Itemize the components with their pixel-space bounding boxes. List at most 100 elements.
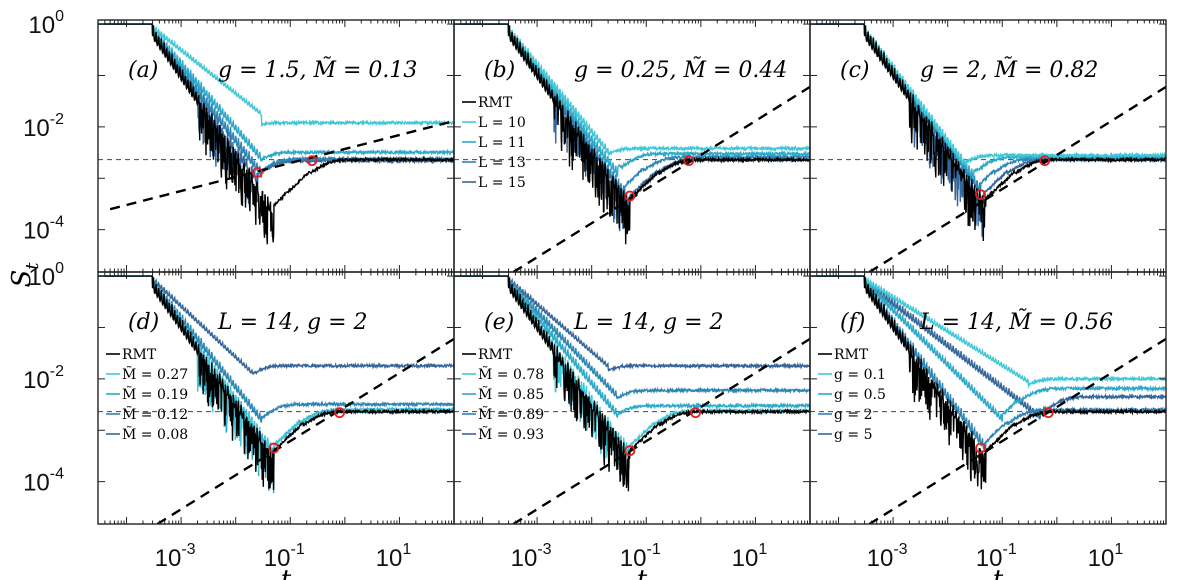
y-tick-label-exp: 0: [55, 260, 64, 277]
legend-entry: RMT: [478, 95, 513, 111]
series-line-m-0-93: [454, 275, 810, 373]
x-tick-label-exp: -3: [181, 541, 195, 558]
legend-entry: L = 10: [478, 115, 526, 131]
guide-line: [511, 85, 810, 272]
y-tick-label-base: 10: [23, 218, 50, 245]
legend-entry: g = 5: [834, 427, 873, 443]
y-tick-label-exp: 0: [55, 8, 64, 25]
series-line-rmt: [98, 275, 454, 490]
x-tick-label: 101: [1088, 541, 1124, 572]
marker-circle-1: [334, 407, 345, 419]
series-line-l-10: [98, 23, 454, 127]
legend-entry: g = 2: [834, 407, 873, 423]
legend-entry: M̃ = 0.19: [122, 385, 188, 403]
x-tick-label: 10-1: [976, 541, 1017, 572]
legend-entry: L = 11: [478, 135, 526, 151]
y-tick-label: 10-2: [23, 363, 64, 394]
legend-entry: M̃ = 0.12: [122, 405, 188, 423]
marker-circle-1: [306, 155, 318, 167]
x-tick-label: 10-3: [511, 541, 552, 572]
panel-letter: (a): [128, 58, 158, 83]
x-tick-label: 10-1: [620, 541, 661, 572]
x-tick-label-base: 10: [976, 545, 1003, 572]
panel-letter: (e): [484, 310, 514, 335]
marker-circle-1: [1042, 407, 1054, 419]
y-tick-label-exp: -2: [50, 111, 64, 128]
panel-title: L = 14, M̃ = 0.56: [919, 309, 1113, 335]
x-tick-label: 101: [376, 541, 412, 572]
x-tick-label: 10-3: [867, 541, 908, 572]
panel-letter: (f): [840, 310, 865, 335]
x-tick-label: 101: [732, 541, 768, 572]
plot-area: [454, 23, 810, 272]
x-axis-label: t: [637, 565, 648, 580]
marker-circle-0: [975, 189, 986, 201]
y-tick-label: 10-2: [23, 111, 64, 142]
marker-circle-0: [624, 445, 636, 457]
series-line-l-10: [810, 23, 1166, 166]
panel-title: g = 0.25, M̃ = 0.44: [574, 57, 787, 83]
y-tick-label: 10-4: [23, 466, 64, 497]
x-tick-label-base: 10: [376, 545, 403, 572]
marker-circle-0: [975, 442, 986, 454]
panel-title: L = 14, g = 2: [217, 310, 368, 335]
legend: RMT M̃ = 0.27 M̃ = 0.19 M̃ = 0.12 M̃ = 0.08: [106, 347, 188, 443]
plot-area: [98, 275, 454, 524]
x-tick-label: 10-3: [155, 541, 196, 572]
series-line-m-0-19: [98, 275, 454, 494]
marker-circle-1: [683, 155, 695, 167]
legend-entry: g = 0.5: [834, 387, 886, 403]
x-tick-label-base: 10: [264, 545, 291, 572]
series-line-g-0-1: [810, 275, 1166, 389]
x-tick-label-exp: 1: [1114, 541, 1123, 558]
legend: RMT L = 10 L = 11 L = 13 L = 15: [462, 95, 526, 191]
y-tick-label-base: 10: [23, 115, 50, 142]
series-line-l-10: [454, 23, 810, 157]
x-tick-label: 10-1: [264, 541, 305, 572]
marker-circle-1: [690, 407, 701, 419]
x-tick-label-exp: 1: [758, 541, 767, 558]
legend-entry: M̃ = 0.08: [122, 425, 188, 443]
legend-entry: L = 13: [478, 155, 526, 171]
y-tick-label-base: 10: [23, 470, 50, 497]
y-axis-label-main: S: [7, 270, 37, 288]
panel-title: L = 14, g = 2: [573, 310, 724, 335]
panel-title: g = 2, M̃ = 0.82: [920, 57, 1098, 83]
series-line-l-15: [810, 23, 1166, 237]
x-tick-label-base: 10: [511, 545, 538, 572]
marker-circle-0: [624, 190, 636, 202]
guide-line: [109, 119, 454, 211]
x-axis-label: t: [993, 565, 1004, 580]
guide-line: [867, 337, 1166, 524]
y-tick-label-exp: -4: [50, 214, 64, 231]
x-tick-label-base: 10: [867, 545, 894, 572]
y-axis-label-sub: t: [22, 262, 43, 270]
y-tick-label: 10-4: [23, 214, 64, 245]
y-tick-label-base: 10: [23, 367, 50, 394]
legend-entry: RMT: [834, 347, 869, 363]
y-axis-label: St: [7, 262, 43, 288]
series-line-rmt: [454, 23, 810, 245]
x-tick-label-exp: 1: [402, 541, 411, 558]
series-line-l-11: [98, 23, 454, 162]
series-line-rmt: [98, 23, 454, 245]
guide-line: [867, 85, 1166, 272]
panel-frame: [809, 271, 1167, 525]
guide-line: [155, 337, 454, 524]
panel-letter: (b): [484, 58, 515, 83]
legend-entry: M̃ = 0.85: [478, 385, 544, 403]
legend: RMT M̃ = 0.78 M̃ = 0.85 M̃ = 0.89 M̃ = 0.93: [462, 347, 544, 443]
y-tick-label: 100: [28, 260, 64, 291]
y-tick-label-base: 10: [28, 12, 55, 39]
legend-entry: L = 15: [478, 175, 526, 191]
y-tick-label-exp: -4: [50, 466, 64, 483]
plot-area: [454, 275, 810, 524]
marker-circle-0: [268, 442, 280, 454]
marker-circle-0: [252, 167, 263, 178]
panel-letter: (c): [840, 58, 870, 83]
marker-circle-1: [1039, 155, 1051, 167]
